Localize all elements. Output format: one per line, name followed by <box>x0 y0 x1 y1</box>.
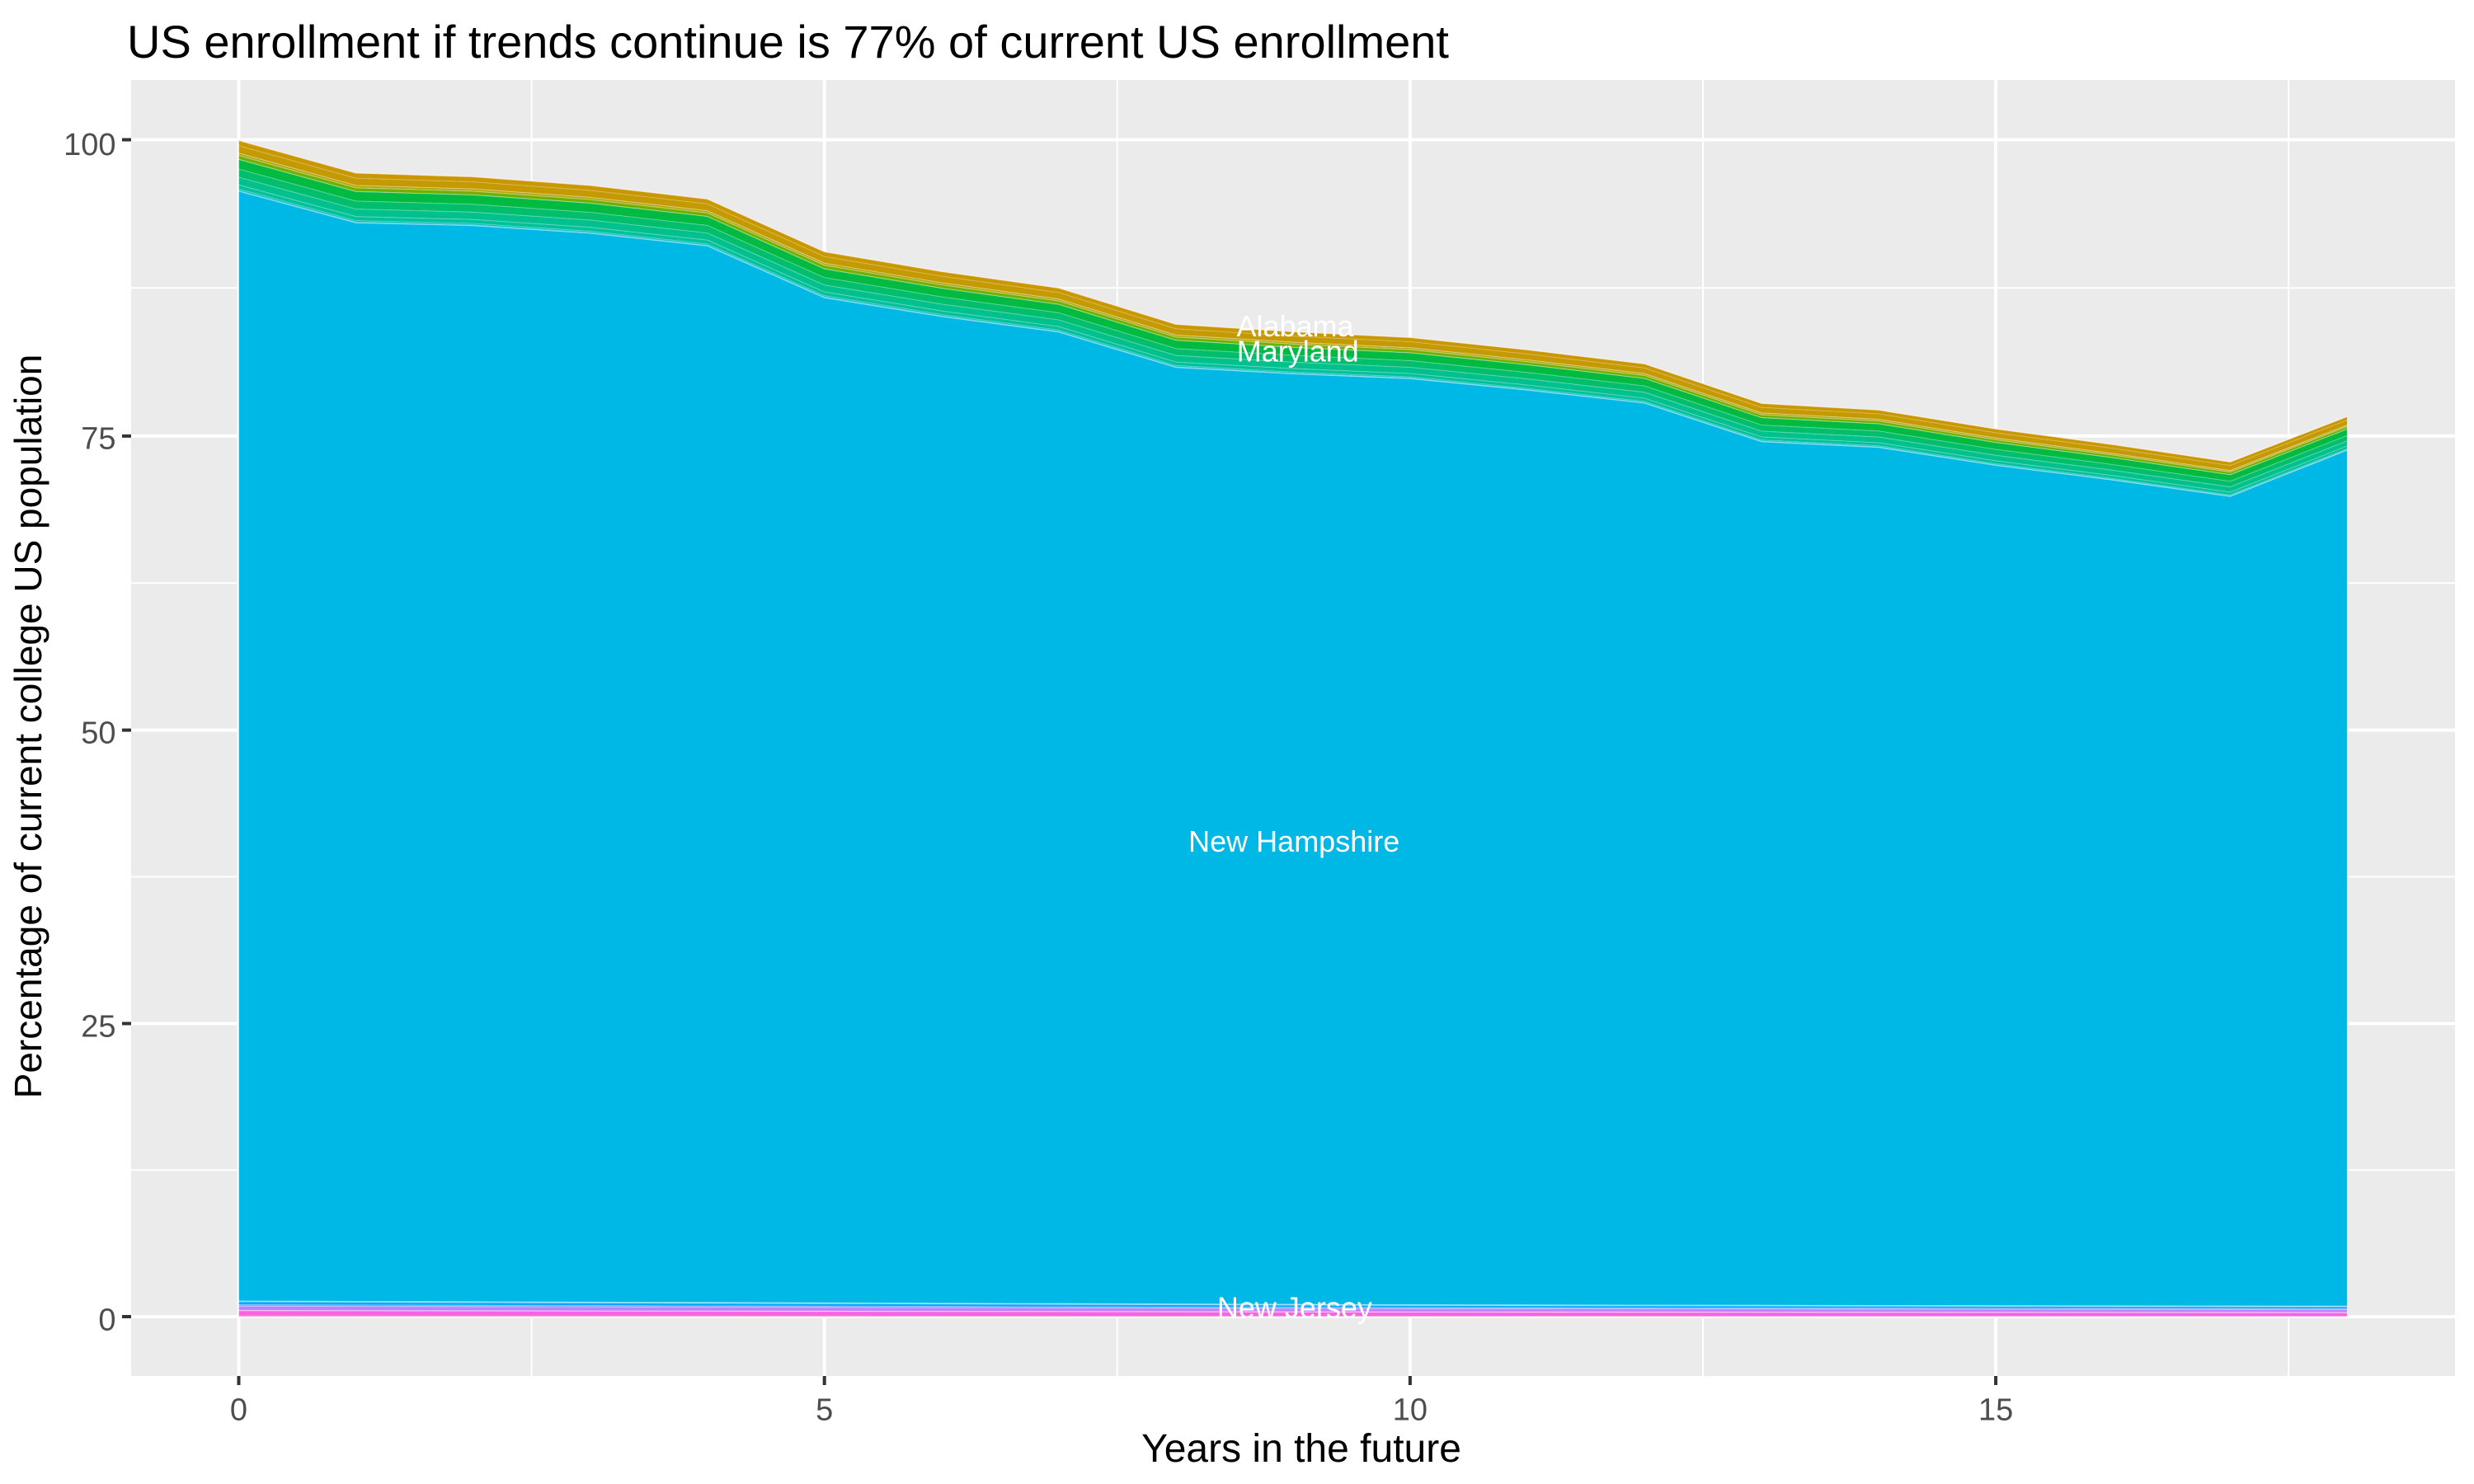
svg-text:5: 5 <box>816 1393 833 1428</box>
svg-text:New Hampshire: New Hampshire <box>1188 824 1399 858</box>
svg-text:50: 50 <box>81 716 115 751</box>
svg-text:New Jersey: New Jersey <box>1217 1290 1372 1324</box>
svg-text:US enrollment if trends contin: US enrollment if trends continue is 77% … <box>127 16 1449 68</box>
svg-text:Percentage of current college: Percentage of current college US populat… <box>7 355 49 1099</box>
svg-text:Years in the future: Years in the future <box>1141 1427 1461 1471</box>
svg-text:Maryland: Maryland <box>1237 334 1359 368</box>
svg-text:75: 75 <box>81 422 115 457</box>
svg-text:0: 0 <box>230 1393 247 1428</box>
svg-text:Alabama: Alabama <box>1236 309 1354 343</box>
svg-text:0: 0 <box>98 1303 115 1338</box>
svg-text:100: 100 <box>63 128 115 162</box>
svg-text:10: 10 <box>1393 1393 1427 1428</box>
svg-text:15: 15 <box>1978 1393 2013 1428</box>
svg-text:25: 25 <box>81 1010 115 1045</box>
